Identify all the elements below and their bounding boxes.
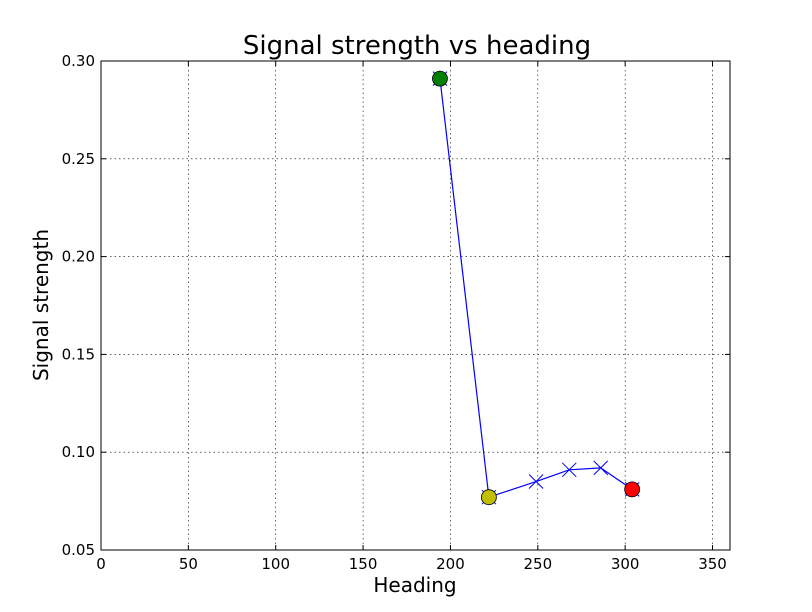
y-tick-label: 0.30 xyxy=(62,52,95,70)
y-tick-label: 0.05 xyxy=(62,541,95,559)
x-tick-label: 50 xyxy=(179,555,198,573)
x-tick-label: 350 xyxy=(698,555,727,573)
y-tick-label: 0.20 xyxy=(62,248,95,266)
highlight-point xyxy=(432,70,448,87)
x-axis-label: Heading xyxy=(373,573,456,597)
y-tick-label: 0.15 xyxy=(62,345,95,363)
x-tick-label: 150 xyxy=(349,555,378,573)
series-line xyxy=(439,78,633,498)
x-tick-label: 250 xyxy=(523,555,552,573)
plot-area: 0 50 100 150 200 250 300 350 0.05 0.10 0.15 0.20 0.2… xyxy=(62,52,731,573)
x-tick-label: 100 xyxy=(261,555,290,573)
x-tick-label: 200 xyxy=(436,555,465,573)
plot-background xyxy=(101,61,730,550)
y-tick-label: 0.25 xyxy=(62,150,95,168)
highlight-point xyxy=(480,489,497,506)
y-tick-label: 0.10 xyxy=(62,443,95,461)
data-point-marker xyxy=(528,474,544,489)
x-tick-label: 0 xyxy=(96,555,106,573)
highlight-point xyxy=(624,481,641,498)
y-axis-label: Signal strength xyxy=(29,229,53,381)
plot-frame xyxy=(100,60,731,551)
chart-title: Signal strength vs heading xyxy=(243,31,591,61)
data-point-marker xyxy=(561,462,577,478)
x-tick-label: 300 xyxy=(611,555,640,573)
data-point-marker xyxy=(593,460,609,476)
